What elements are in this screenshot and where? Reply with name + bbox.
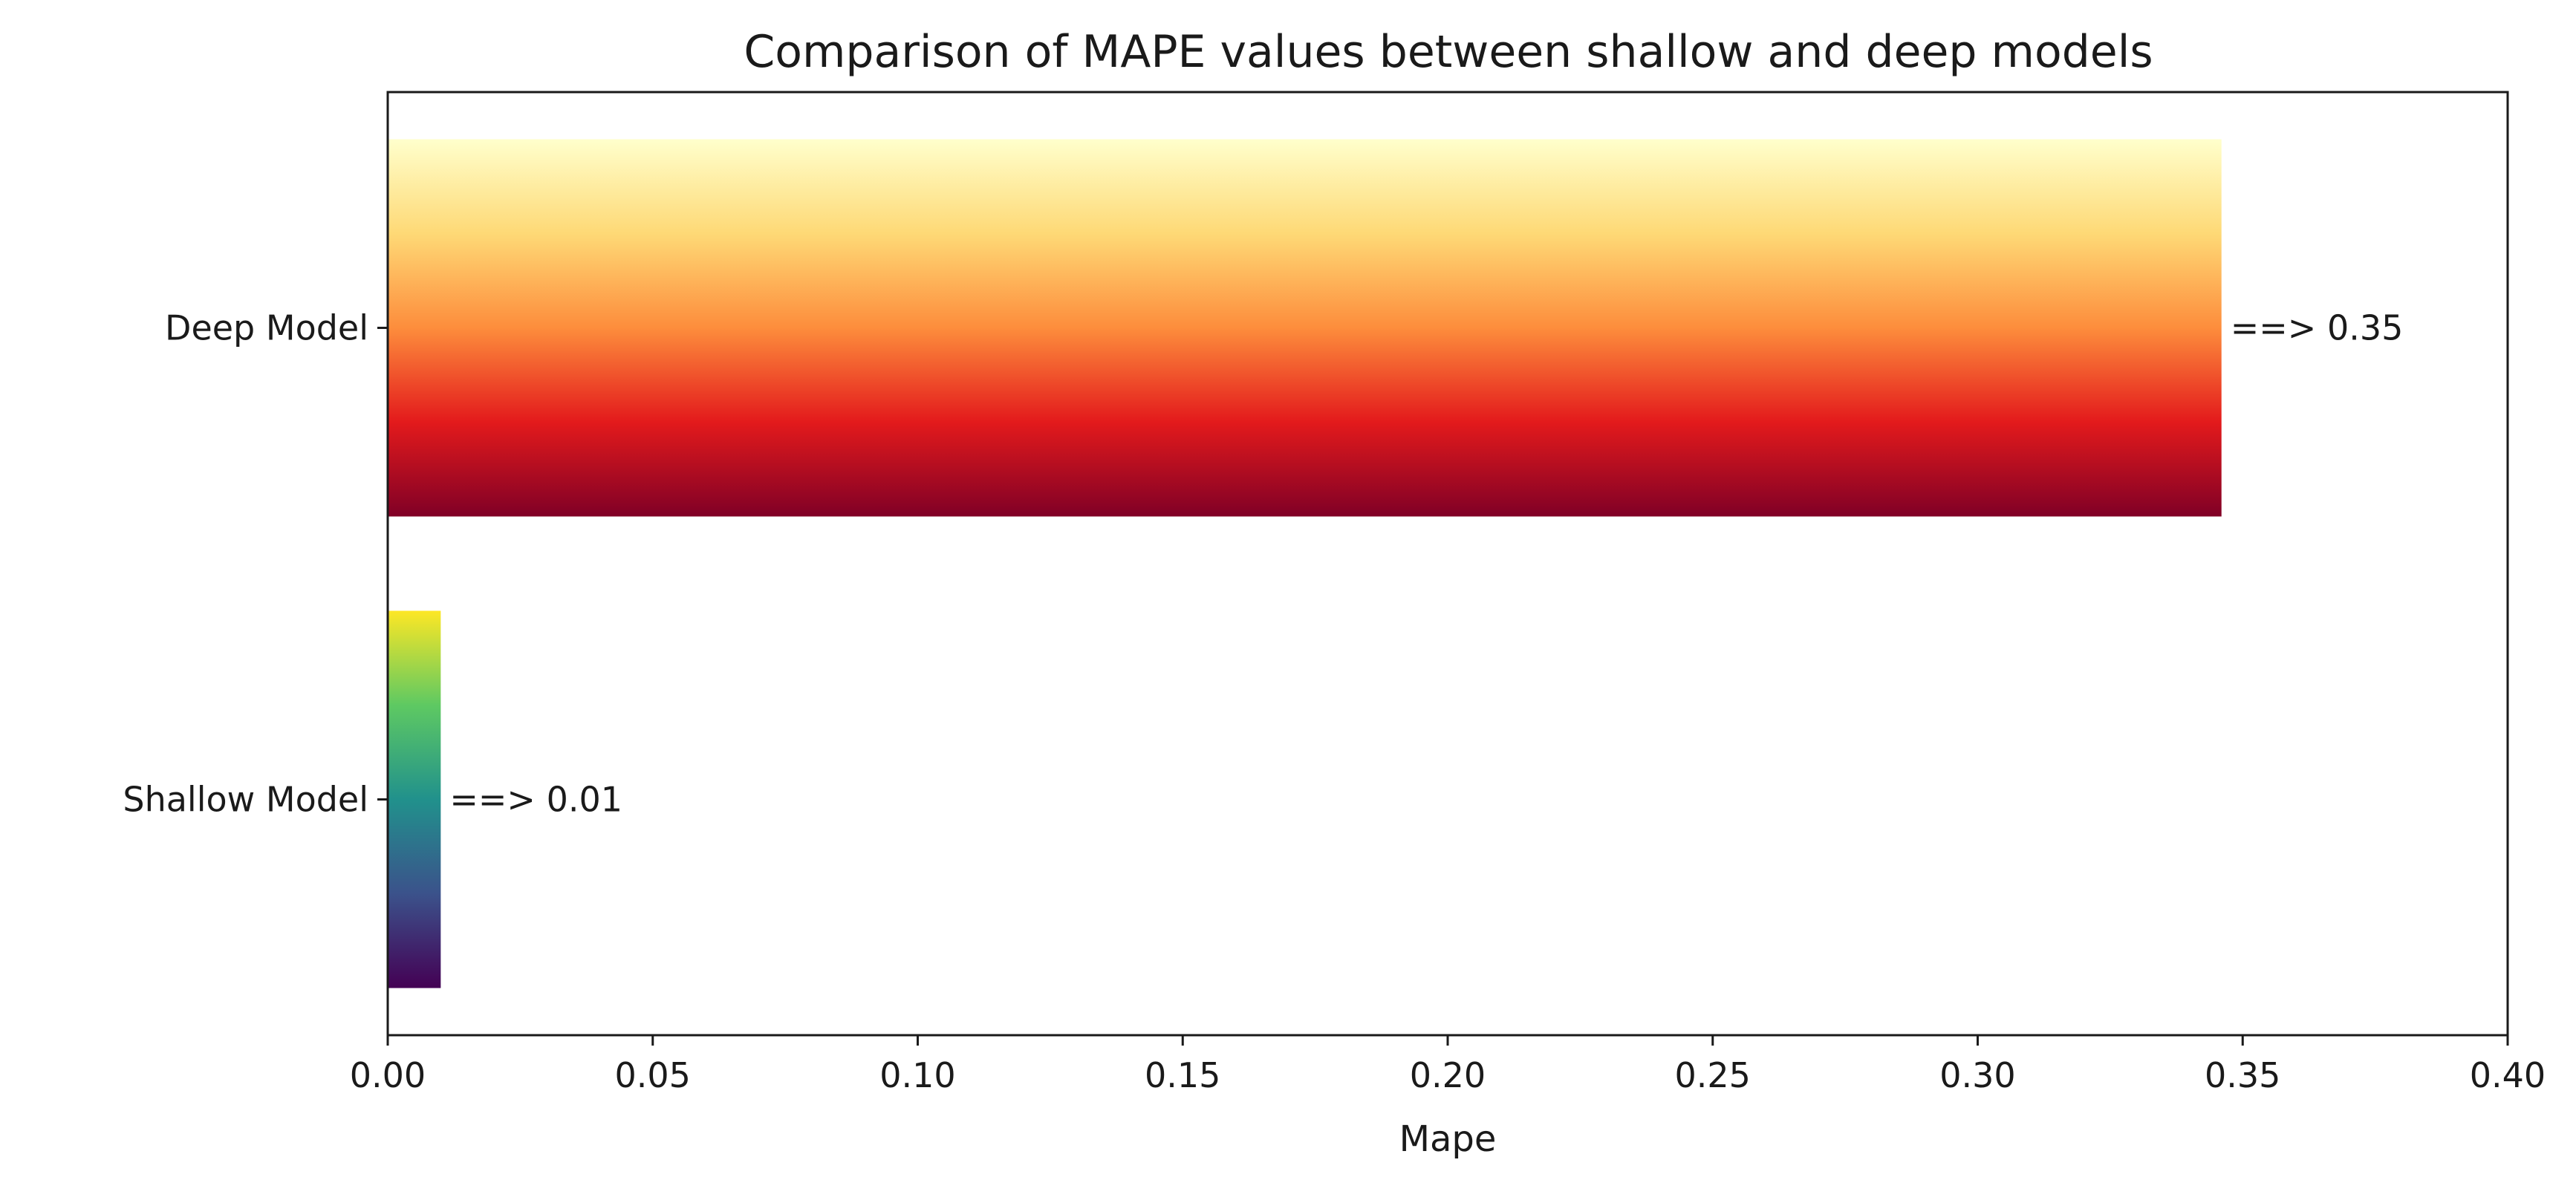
x-tick-label: 0.30 [1939,1055,2015,1095]
y-axis: Shallow Model Deep Model [123,308,388,820]
data-label-shallow-model: ==> 0.01 [449,780,622,820]
bars-layer [388,139,2222,988]
x-axis-label: Mape [1399,1118,1497,1160]
x-tick-label: 0.40 [2470,1055,2546,1095]
x-axis: 0.00 0.05 0.10 0.15 0.20 0.25 0.30 0.35 0.40 [350,1035,2546,1095]
chart-title: Comparison of MAPE values between shallo… [744,26,2153,78]
data-label-deep-model: ==> 0.35 [2231,308,2404,348]
x-tick-label: 0.20 [1410,1055,1486,1095]
x-tick-label: 0.25 [1675,1055,1751,1095]
x-tick-label: 0.10 [879,1055,955,1095]
y-tick-label-deep-model: Deep Model [165,308,368,348]
bar-deep-model [388,139,2222,517]
x-tick-label: 0.35 [2205,1055,2280,1095]
y-tick-label-shallow-model: Shallow Model [123,780,368,820]
x-tick-label: 0.15 [1145,1055,1220,1095]
plot-frame [386,91,2509,1037]
x-tick-label: 0.00 [350,1055,426,1095]
data-labels-layer: ==> 0.01 ==> 0.35 [449,308,2403,820]
x-tick-label: 0.05 [615,1055,691,1095]
bar-shallow-model [388,610,441,988]
